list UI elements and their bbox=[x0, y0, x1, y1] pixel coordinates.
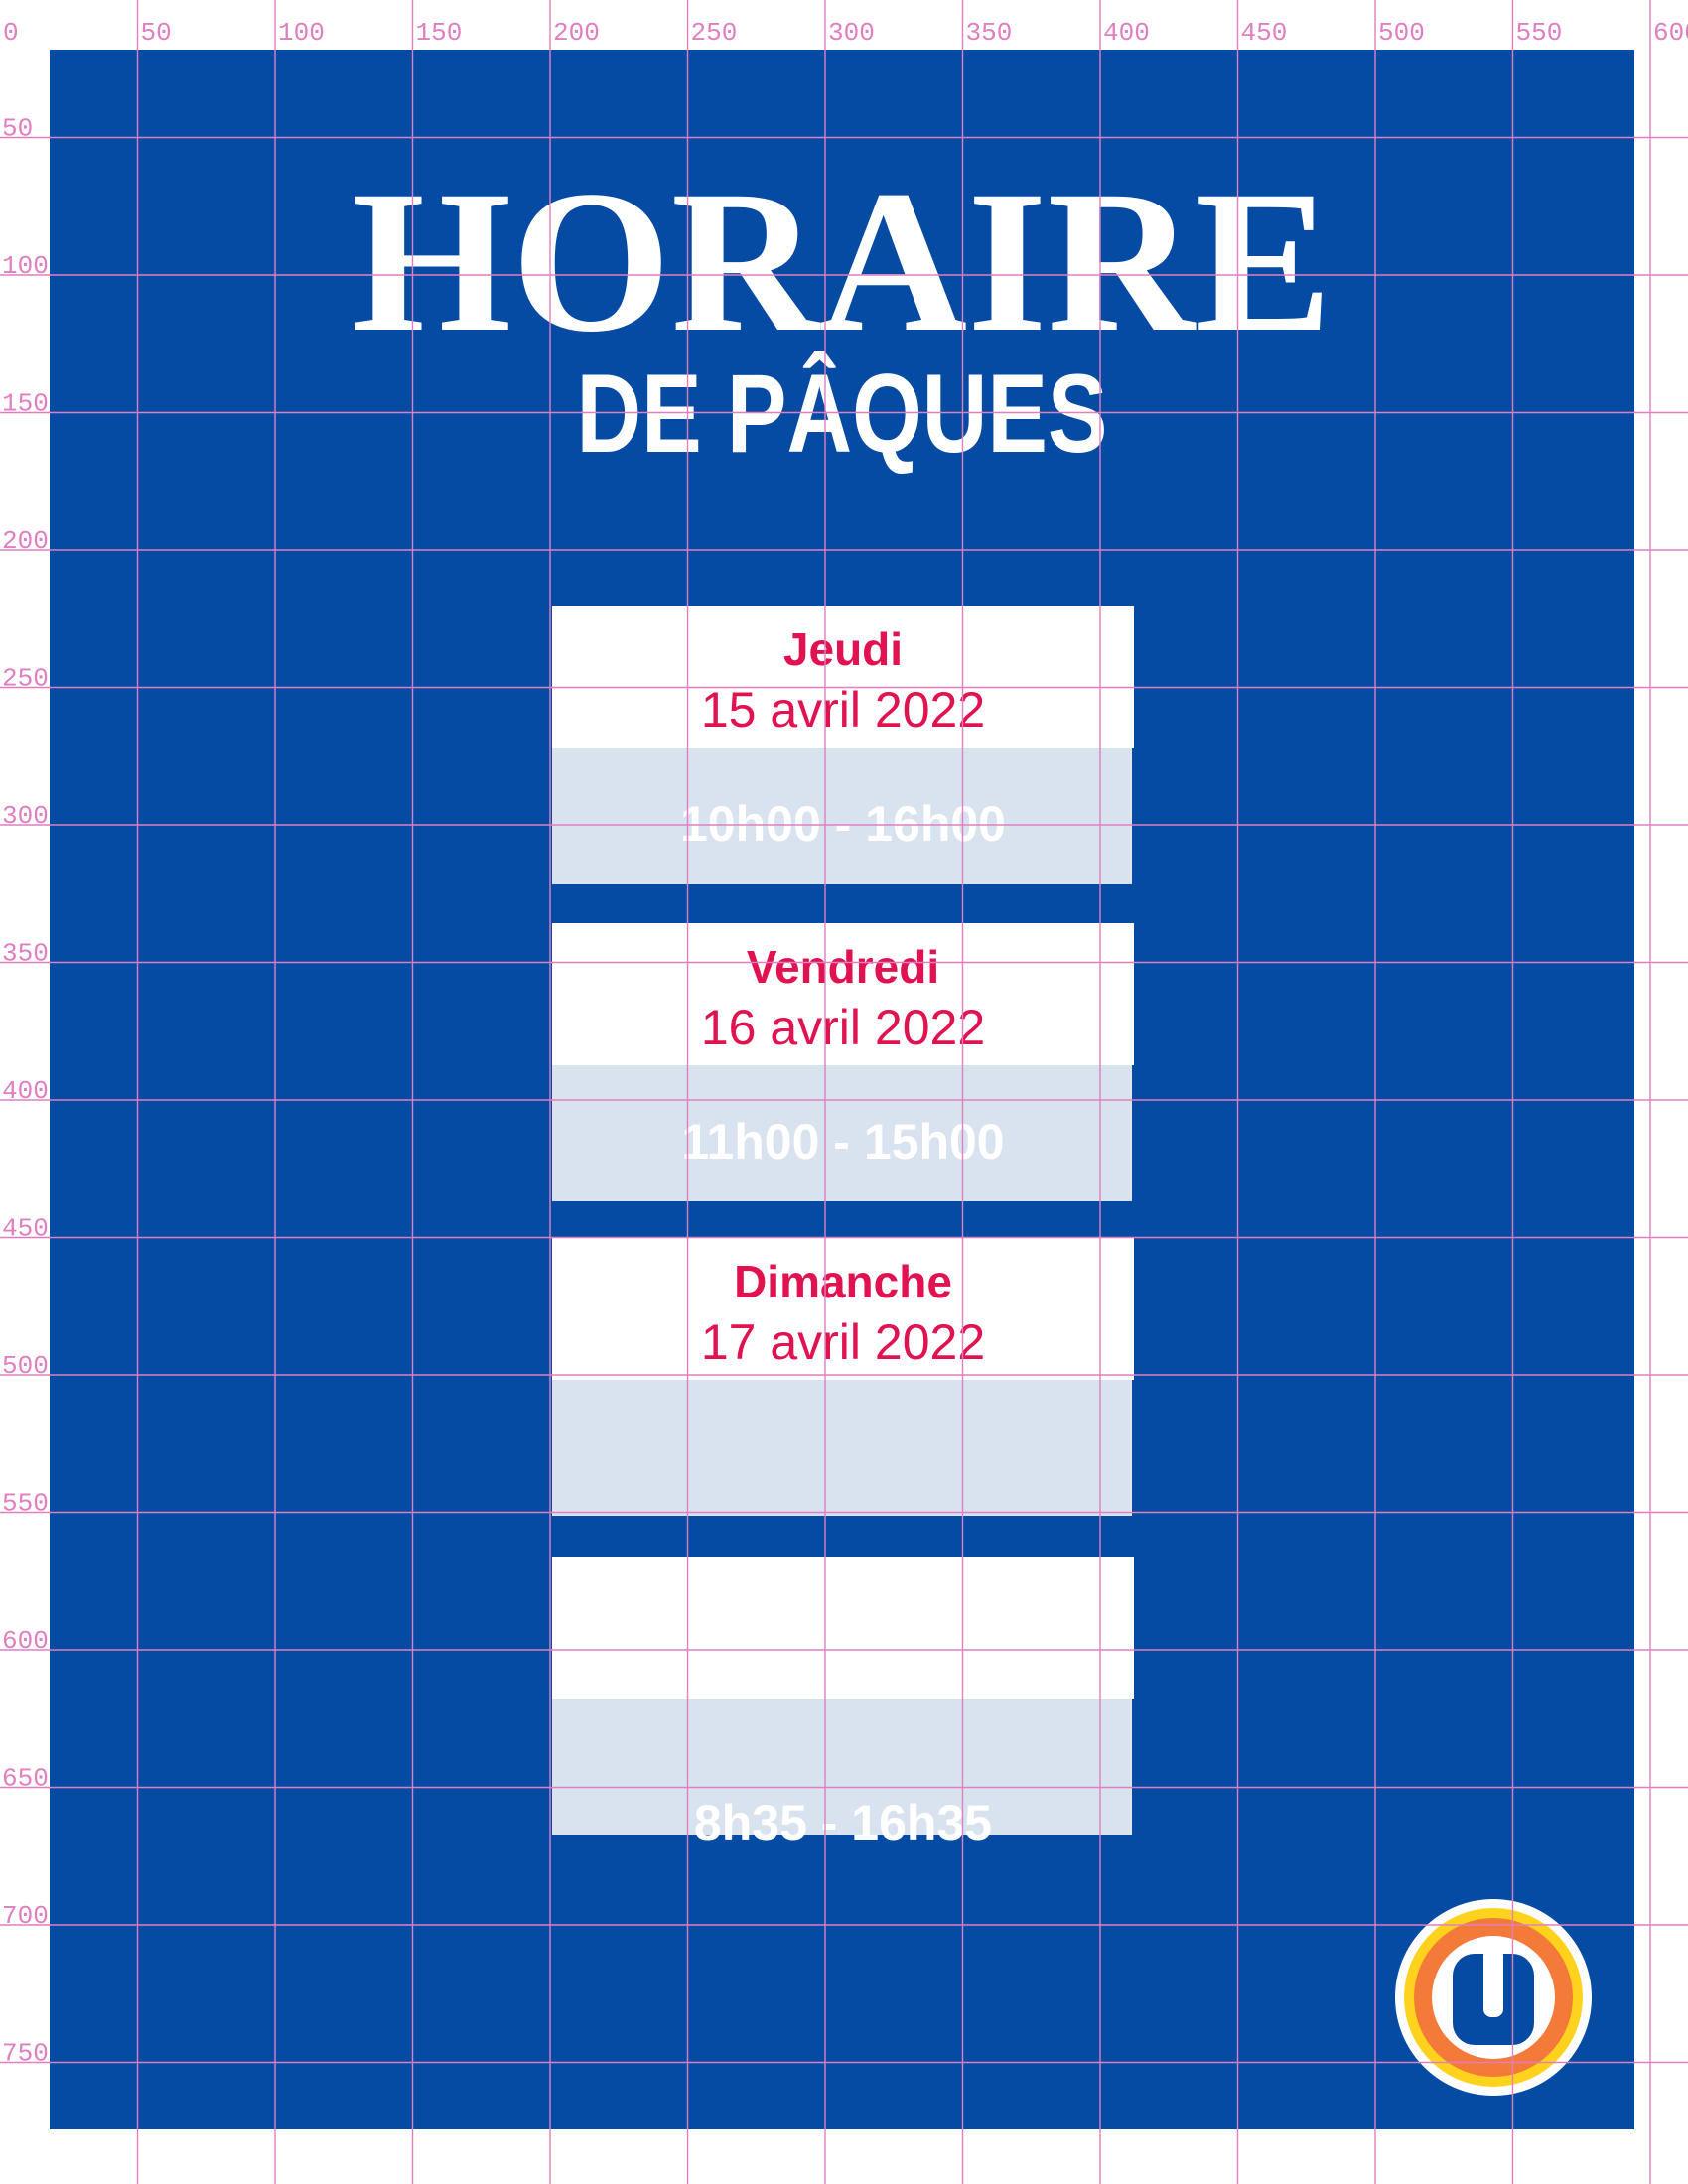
overlay-label: 250 bbox=[2, 664, 49, 694]
overlay-label: 50 bbox=[141, 18, 172, 48]
hours: 11h00 - 15h00 bbox=[681, 1114, 1004, 1169]
overlay-label: 100 bbox=[2, 251, 49, 281]
card-top bbox=[552, 1557, 1134, 1699]
card-bottom bbox=[552, 1065, 1132, 1201]
logo-u bbox=[1483, 1948, 1503, 2017]
overlay-label: 600 bbox=[1653, 18, 1688, 48]
overlay-label: 450 bbox=[2, 1214, 49, 1244]
date: 15 avril 2022 bbox=[701, 682, 985, 738]
overlay-label: 400 bbox=[1103, 18, 1150, 48]
overlay-label: 350 bbox=[966, 18, 1013, 48]
overlay-label: 100 bbox=[278, 18, 325, 48]
day: Jeudi bbox=[783, 623, 903, 675]
day: Vendredi bbox=[747, 941, 939, 993]
overlay-label: 0 bbox=[3, 18, 19, 48]
overlay-label: 500 bbox=[1378, 18, 1425, 48]
overlay-label: 50 bbox=[2, 114, 33, 144]
title: HORAIRE bbox=[352, 149, 1333, 374]
card-bottom bbox=[552, 1380, 1132, 1516]
overlay-label: 550 bbox=[1516, 18, 1563, 48]
date: 16 avril 2022 bbox=[701, 1000, 985, 1055]
overlay-label: 700 bbox=[2, 1901, 49, 1931]
overlay-label: 550 bbox=[2, 1489, 49, 1519]
overlay-label: 300 bbox=[2, 801, 49, 831]
subtitle: DE PÂQUES bbox=[577, 351, 1108, 476]
overlay-label: 150 bbox=[2, 389, 49, 419]
overlay-label: 250 bbox=[691, 18, 738, 48]
date: 17 avril 2022 bbox=[701, 1314, 985, 1370]
logo bbox=[1395, 1899, 1592, 2096]
card-top bbox=[552, 1238, 1134, 1380]
overlay-label: 750 bbox=[2, 2039, 49, 2069]
card-top bbox=[552, 923, 1134, 1065]
overlay-label: 350 bbox=[2, 939, 49, 969]
schedule: Jeudi 15 avril 2022 10h00 - 16h00 Vendredi 1… bbox=[552, 606, 1134, 1850]
overlay-label: 650 bbox=[2, 1764, 49, 1794]
card-bottom bbox=[552, 748, 1132, 884]
overlay-label: 150 bbox=[416, 18, 463, 48]
overlay-label: 200 bbox=[553, 18, 600, 48]
overlay-label: 600 bbox=[2, 1626, 49, 1656]
overlay-label: 200 bbox=[2, 526, 49, 556]
day: Dimanche bbox=[734, 1256, 952, 1307]
overlay-label: 500 bbox=[2, 1351, 49, 1381]
overlay-label: 450 bbox=[1241, 18, 1288, 48]
card-top bbox=[552, 606, 1134, 748]
hours: 10h00 - 16h00 bbox=[680, 796, 1006, 852]
card-bottom bbox=[552, 1699, 1132, 1835]
overlay-label: 400 bbox=[2, 1076, 49, 1106]
overlay-label: 300 bbox=[828, 18, 875, 48]
hours: 8h35 - 16h35 bbox=[694, 1795, 992, 1850]
